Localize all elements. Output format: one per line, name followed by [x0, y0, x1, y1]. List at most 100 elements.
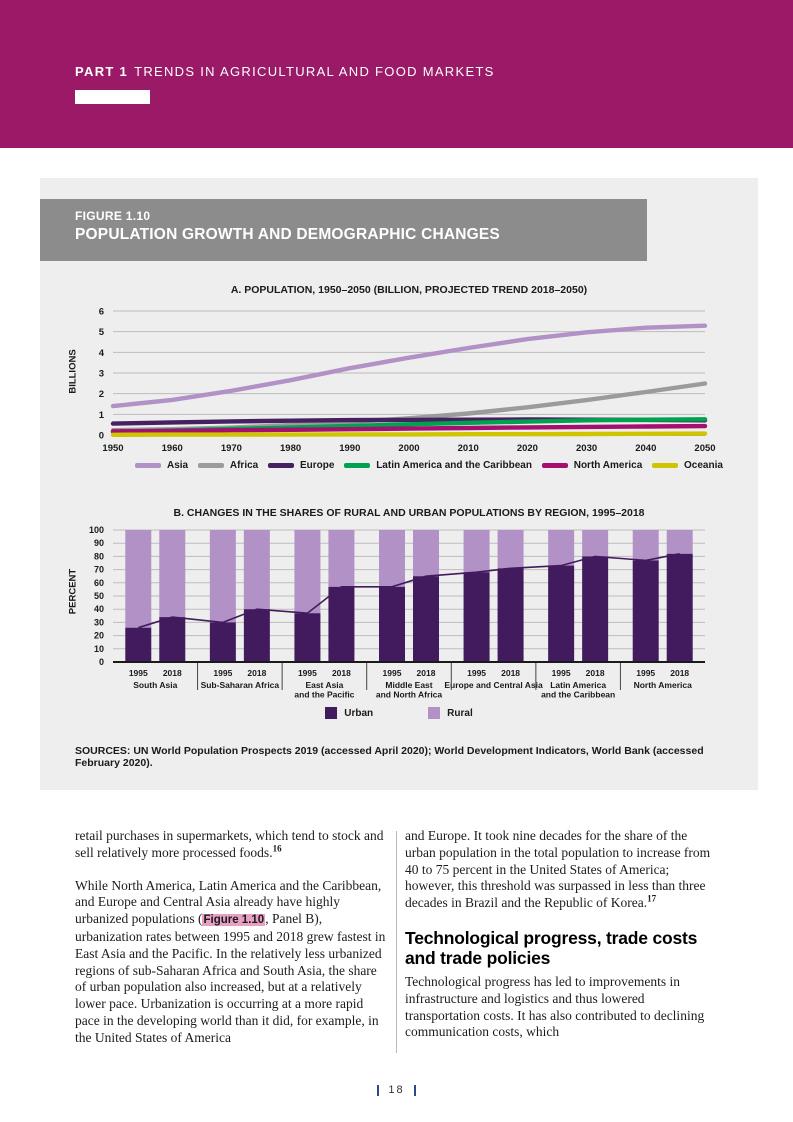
region-label: North America [634, 680, 693, 690]
legend-item: Asia [135, 460, 188, 471]
bar-urban [632, 560, 659, 662]
bar-rural [497, 530, 524, 569]
bar-rural [125, 530, 152, 628]
part-header-band: PART 1 TRENDS IN AGRICULTURAL AND FOOD MA… [0, 0, 793, 148]
region-label: Sub-Saharan Africa [201, 680, 280, 690]
bar-rural [159, 530, 186, 618]
series-line [110, 431, 708, 438]
y-tick-label: 10 [94, 644, 104, 654]
panel-a-legend: Asia Africa Europe Latin America and the Ca… [135, 460, 723, 471]
year-label: 2018 [670, 668, 689, 678]
bar-urban [243, 609, 270, 662]
region-label: and the Caribbean [541, 690, 615, 700]
legend-label: Latin America and the Caribbean [376, 460, 532, 471]
section-heading: Technological progress, trade costs and … [405, 927, 698, 968]
bar-urban [497, 568, 524, 662]
region-label: and North Africa [376, 690, 443, 700]
paragraph: and Europe. It took nine decades for the… [405, 828, 720, 912]
x-tick-label: 2050 [694, 443, 715, 454]
bar-urban [379, 586, 405, 662]
bar-rural [632, 530, 659, 561]
x-tick-label: 1960 [162, 443, 183, 454]
year-label: 2018 [163, 668, 182, 678]
legend-label: North America [573, 460, 643, 471]
footer-rule-left [377, 1084, 380, 1096]
y-tick-label: 70 [94, 565, 104, 575]
y-tick-label: 6 [99, 307, 104, 318]
paragraph: Technological progress has led to improv… [405, 974, 720, 1041]
bar-urban [463, 572, 490, 662]
x-tick-label: 2010 [458, 443, 479, 454]
legend-item: Europe [267, 460, 335, 471]
legend-swatch [344, 463, 371, 468]
legend-item: Rural [428, 707, 473, 719]
paragraph-text: retail purchases in supermarkets, which … [75, 828, 384, 860]
series-line [110, 417, 708, 426]
panel-a-plot: 0 1 2 3 4 5 6 1950 1960 1970 1980 1990 2000 2010 2020 2… [99, 307, 716, 455]
year-label: 2018 [332, 668, 351, 678]
bar-urban [294, 613, 321, 662]
series-line [110, 323, 708, 409]
bar-rural [209, 530, 236, 623]
panel-a-title: A. POPULATION, 1950–2050 (BILLION, PROJE… [230, 284, 588, 296]
bar-urban [413, 576, 439, 662]
y-tick-label: 60 [94, 578, 104, 588]
x-tick-label: 1990 [339, 443, 360, 454]
y-tick-label: 100 [89, 525, 104, 535]
panel-b-plot: 0 10 20 30 40 50 60 70 80 90 100 1995 2018 South Asia… [89, 525, 705, 700]
legend-label: Europe [299, 460, 335, 471]
year-label: 2018 [586, 668, 605, 678]
bar-urban [159, 617, 186, 662]
legend-item: Oceania [652, 460, 723, 471]
bar-rural [379, 530, 405, 587]
column-divider [396, 831, 397, 1053]
legend-label: Africa [229, 460, 259, 471]
footnote-marker: 16 [272, 843, 282, 854]
y-tick-label: 30 [94, 617, 104, 627]
x-tick-label: 1970 [221, 443, 242, 454]
y-tick-label: 20 [94, 631, 104, 641]
region-label: Middle East [385, 680, 432, 690]
region-label: Europe and Central Asia [444, 680, 543, 690]
legend-label: Urban [344, 707, 374, 719]
footnote-marker: 17 [647, 893, 657, 904]
bar-urban [209, 622, 236, 662]
year-label: 1995 [298, 668, 317, 678]
bar-urban [548, 565, 575, 662]
bar-rural [548, 530, 575, 566]
x-tick-label: 2000 [398, 443, 419, 454]
bar-rural [243, 530, 270, 610]
page-number: 18 [388, 1084, 405, 1096]
panel-b-legend: Urban Rural [40, 707, 758, 719]
year-label: 2018 [247, 668, 266, 678]
bar-rural [294, 530, 321, 614]
legend-swatch [428, 707, 441, 719]
y-tick-label: 80 [94, 551, 104, 561]
page-footer: 18 [0, 1084, 793, 1099]
x-tick-label: 2030 [576, 443, 597, 454]
footer-rule-right [413, 1084, 416, 1096]
y-tick-label: 0 [99, 657, 104, 667]
figure-title: POPULATION GROWTH AND DEMOGRAPHIC CHANGE… [75, 226, 500, 243]
legend-item: Latin America and the Caribbean [344, 460, 532, 471]
year-label: 1995 [552, 668, 571, 678]
body-column-left: retail purchases in supermarkets, which … [75, 828, 390, 1063]
figure-label: FIGURE 1.10 [75, 209, 151, 223]
legend-swatch [325, 707, 338, 719]
y-tick-label: 5 [99, 327, 105, 338]
legend-swatch [267, 463, 294, 468]
bar-urban [582, 556, 609, 662]
region-label: Latin America [550, 680, 606, 690]
part-header-title: PART 1 TRENDS IN AGRICULTURAL AND FOOD MA… [75, 64, 495, 79]
y-tick-label: 0 [99, 431, 104, 442]
series-line [110, 423, 708, 434]
figure-reference-link[interactable]: Figure 1.10 [202, 914, 266, 927]
y-tick-label: 2 [99, 389, 104, 400]
legend-swatch [541, 463, 568, 468]
header-white-marker [75, 90, 150, 104]
y-tick-label: 40 [94, 604, 104, 614]
legend-label: Oceania [684, 460, 723, 471]
body-column-right: and Europe. It took nine decades for the… [405, 828, 720, 1057]
legend-item: Africa [197, 460, 259, 471]
bar-rural [666, 530, 693, 554]
